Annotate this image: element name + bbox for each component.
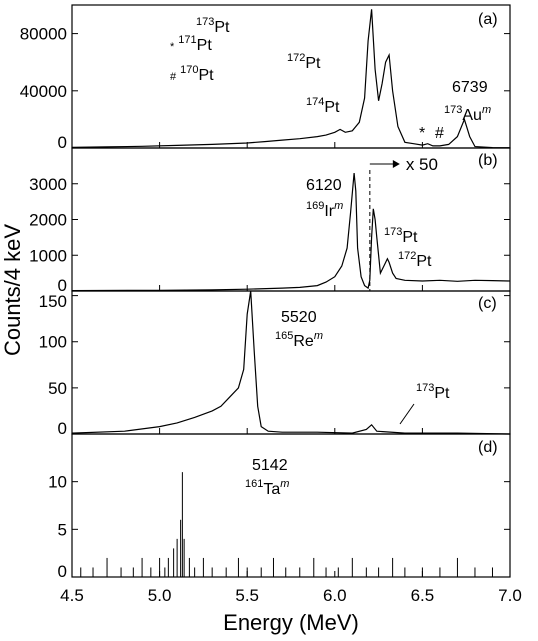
annotation-text: Pt bbox=[198, 67, 214, 84]
annotation: (b) bbox=[478, 152, 498, 169]
annotation: 173Pt bbox=[196, 16, 230, 36]
annotation-mass: 171 bbox=[178, 34, 196, 46]
annotation-text: 6120 bbox=[306, 177, 342, 194]
x-tick-label: 6.0 bbox=[323, 586, 347, 605]
y-tick-label: 0 bbox=[58, 562, 67, 581]
x-tick-label: 4.5 bbox=[60, 586, 84, 605]
annotation: *171Pt bbox=[170, 34, 212, 54]
spectrum-line bbox=[71, 172, 511, 292]
annotation: 5142 bbox=[252, 457, 288, 474]
annotation-mass: 170 bbox=[180, 64, 198, 76]
annotation: (a) bbox=[478, 11, 498, 28]
y-tick-label: 2000 bbox=[29, 211, 67, 230]
annotation-text: Ta bbox=[263, 481, 280, 498]
annotation-text: Pt bbox=[305, 55, 321, 72]
y-tick-label: 10 bbox=[48, 473, 67, 492]
x-tick-label: 7.0 bbox=[498, 586, 522, 605]
annotation-mass: 165 bbox=[275, 330, 293, 342]
annotation-mass: 173 bbox=[196, 16, 214, 28]
annotation-mass: 173 bbox=[416, 382, 434, 394]
y-tick-label: 40000 bbox=[20, 82, 67, 101]
panel-frame bbox=[71, 4, 511, 149]
y-tick-label: 150 bbox=[39, 292, 67, 311]
annotation-text: Pt bbox=[197, 37, 213, 54]
annotation: 173Pt bbox=[416, 382, 450, 402]
annotation: 174Pt bbox=[306, 96, 340, 116]
annotation-text: Pt bbox=[402, 229, 418, 246]
annotation: 5520 bbox=[281, 309, 317, 326]
annotation-text: Pt bbox=[434, 385, 450, 402]
x-tick-label: 5.0 bbox=[148, 586, 172, 605]
y-tick-label: 1000 bbox=[29, 246, 67, 265]
annotation: # bbox=[435, 125, 444, 142]
annotation-mass: 174 bbox=[306, 96, 324, 108]
arrow-head bbox=[392, 160, 400, 168]
y-tick-label: 0 bbox=[58, 276, 67, 295]
annotation-text: Pt bbox=[416, 253, 432, 270]
y-tick-label: 50 bbox=[48, 379, 67, 398]
annotation: (c) bbox=[478, 295, 497, 312]
annotation-state: m bbox=[314, 330, 323, 342]
annotation: * bbox=[419, 125, 425, 142]
annotation-mass: 161 bbox=[245, 478, 263, 490]
annotation-mass: 169 bbox=[306, 200, 324, 212]
annotation-symbol: * bbox=[170, 41, 175, 53]
annotation-state: m bbox=[334, 200, 343, 212]
y-tick-label: 5 bbox=[58, 520, 67, 539]
y-tick-label: 0 bbox=[58, 419, 67, 438]
annotation: #170Pt bbox=[170, 64, 214, 84]
annotation-text: 6739 bbox=[452, 79, 488, 96]
annotation-state: m bbox=[482, 104, 491, 116]
annotation-mass: 173 bbox=[444, 104, 462, 116]
annotation-text: Re bbox=[293, 333, 314, 350]
annotation-text: (c) bbox=[478, 295, 497, 312]
spectrum-line bbox=[71, 290, 511, 435]
annotation: 172Pt bbox=[287, 52, 321, 72]
panel-frame bbox=[71, 433, 511, 578]
x-tick-label: 6.5 bbox=[411, 586, 435, 605]
y-tick-label: 80000 bbox=[20, 25, 67, 44]
annotation-text: (a) bbox=[478, 11, 498, 28]
annotation-text: Pt bbox=[214, 19, 230, 36]
annotation: 173Aum bbox=[444, 104, 491, 124]
y-tick-label: 100 bbox=[39, 333, 67, 352]
annotation-text: Ir bbox=[324, 203, 334, 220]
leader-line bbox=[399, 403, 415, 425]
annotation: 6739 bbox=[452, 79, 488, 96]
annotation: 6120 bbox=[306, 177, 342, 194]
y-axis-label: Counts/4 keV bbox=[0, 224, 25, 356]
x-tick-label: 5.5 bbox=[235, 586, 259, 605]
scale-label: x 50 bbox=[406, 155, 438, 174]
y-tick-label: 0 bbox=[58, 133, 67, 152]
annotation: 169Irm bbox=[306, 200, 343, 220]
annotation: 165Rem bbox=[275, 330, 323, 350]
panel-frame bbox=[71, 147, 511, 292]
annotation-text: Au bbox=[462, 107, 482, 124]
annotation-symbol: # bbox=[170, 71, 177, 83]
annotation-text: Pt bbox=[324, 99, 340, 116]
annotation-mass: 172 bbox=[287, 52, 305, 64]
annotation: 172Pt bbox=[398, 250, 432, 270]
annotation-text: * bbox=[419, 125, 425, 142]
annotation-mass: 172 bbox=[398, 250, 416, 262]
annotation-state: m bbox=[280, 478, 289, 490]
annotation: (d) bbox=[478, 439, 498, 456]
annotation-text: (b) bbox=[478, 152, 498, 169]
annotation-text: 5520 bbox=[281, 309, 317, 326]
x-axis-label: Energy (MeV) bbox=[223, 610, 359, 635]
spectrum-line bbox=[71, 9, 511, 149]
annotation-text: (d) bbox=[478, 439, 498, 456]
annotation: 161Tam bbox=[245, 478, 289, 498]
annotation-mass: 173 bbox=[384, 226, 402, 238]
annotation: 173Pt bbox=[384, 226, 418, 246]
annotation-text: 5142 bbox=[252, 457, 288, 474]
annotation-text: # bbox=[435, 125, 444, 142]
y-tick-label: 3000 bbox=[29, 175, 67, 194]
